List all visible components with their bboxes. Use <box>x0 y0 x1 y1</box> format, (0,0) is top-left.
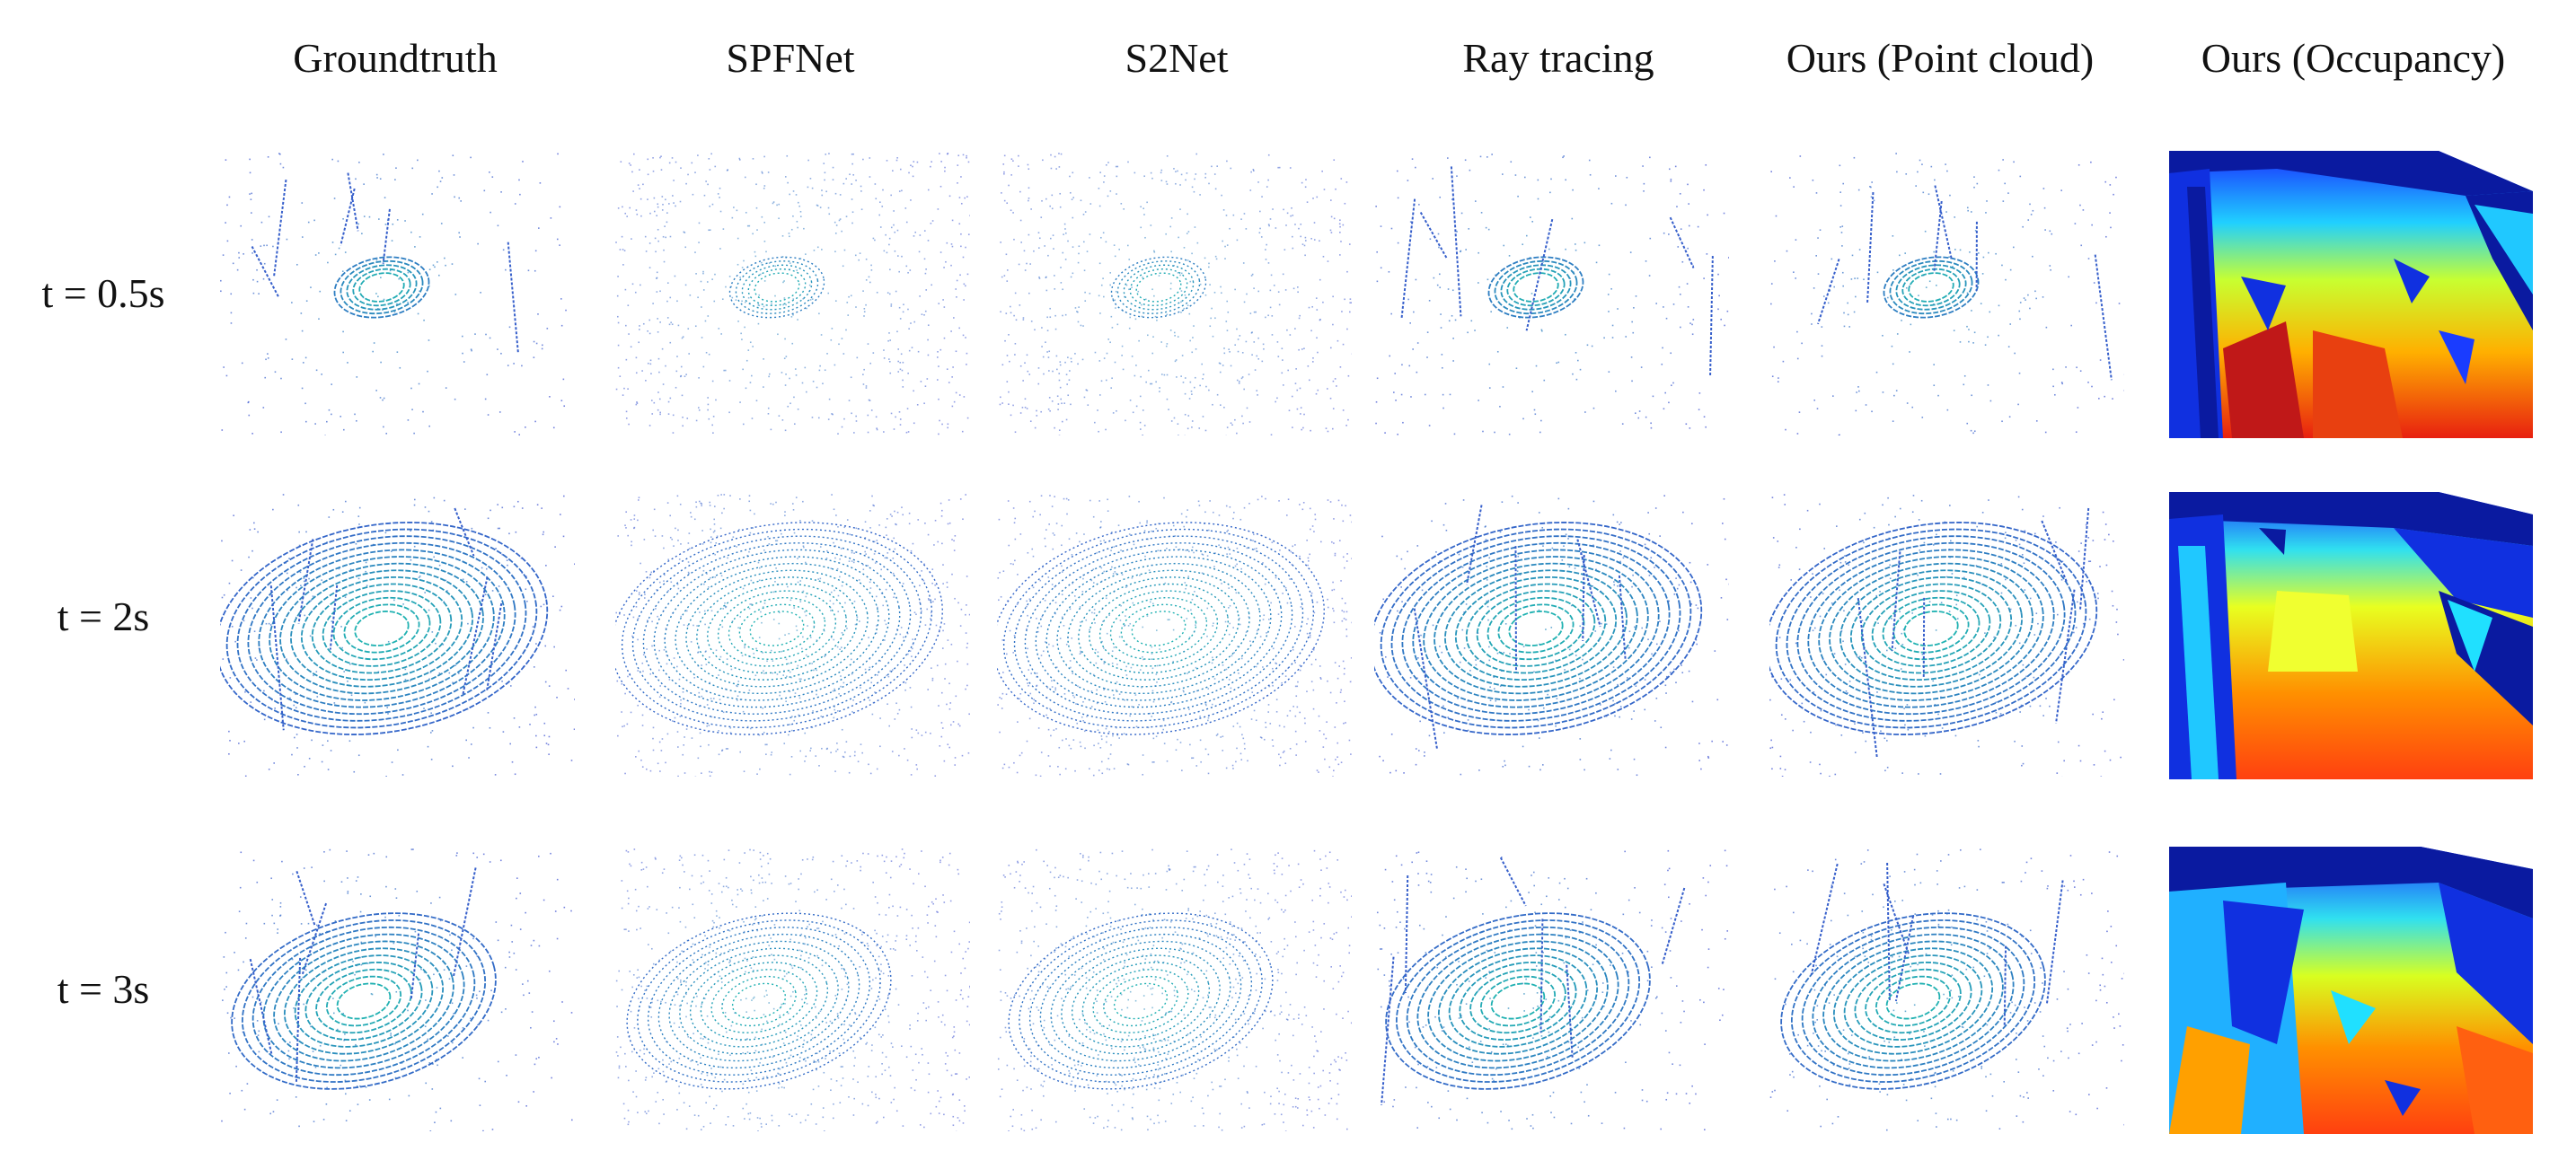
point-cloud-panel-groundtruth-row-1 <box>220 153 575 435</box>
row-label-t-3s: t = 3s <box>57 966 150 1012</box>
point-cloud-panel-s2net-row-3 <box>997 848 1352 1131</box>
point-cloud-panel-s2net-row-1 <box>997 153 1352 435</box>
point-cloud-panel-ray-tracing-row-2 <box>1374 494 1729 777</box>
point-cloud-panel-ray-tracing-row-1 <box>1374 153 1729 435</box>
point-cloud-panel-groundtruth-row-3 <box>220 848 575 1131</box>
column-header-ours-occupancy: Ours (Occupancy) <box>2201 35 2506 81</box>
column-header-s2net: S2Net <box>1125 35 1229 81</box>
row-label-t-2s: t = 2s <box>57 593 150 639</box>
point-cloud-panel-groundtruth-row-2 <box>220 494 575 777</box>
occupancy-panel-row-2 <box>2169 492 2533 779</box>
point-cloud-panel-ray-tracing-row-3 <box>1374 848 1729 1131</box>
row-label-t-0-5s: t = 0.5s <box>41 270 165 316</box>
column-header-spfnet: SPFNet <box>726 35 855 81</box>
column-header-groundtruth: Groundtruth <box>293 35 498 81</box>
column-header-ray-tracing: Ray tracing <box>1462 35 1654 81</box>
point-cloud-panel-ours-point-cloud-row-2 <box>1769 494 2124 777</box>
point-cloud-panel-spfnet-row-3 <box>615 848 970 1131</box>
point-cloud-panel-spfnet-row-1 <box>615 153 970 435</box>
point-cloud-panel-spfnet-row-2 <box>615 494 970 777</box>
point-cloud-panel-s2net-row-2 <box>997 494 1352 777</box>
occupancy-panel-row-3 <box>2169 847 2533 1134</box>
occupancy-panel-row-1 <box>2169 151 2533 438</box>
column-header-ours-point-cloud: Ours (Point cloud) <box>1786 35 2095 81</box>
point-cloud-panel-ours-point-cloud-row-3 <box>1769 848 2124 1131</box>
point-cloud-panel-ours-point-cloud-row-1 <box>1769 153 2124 435</box>
